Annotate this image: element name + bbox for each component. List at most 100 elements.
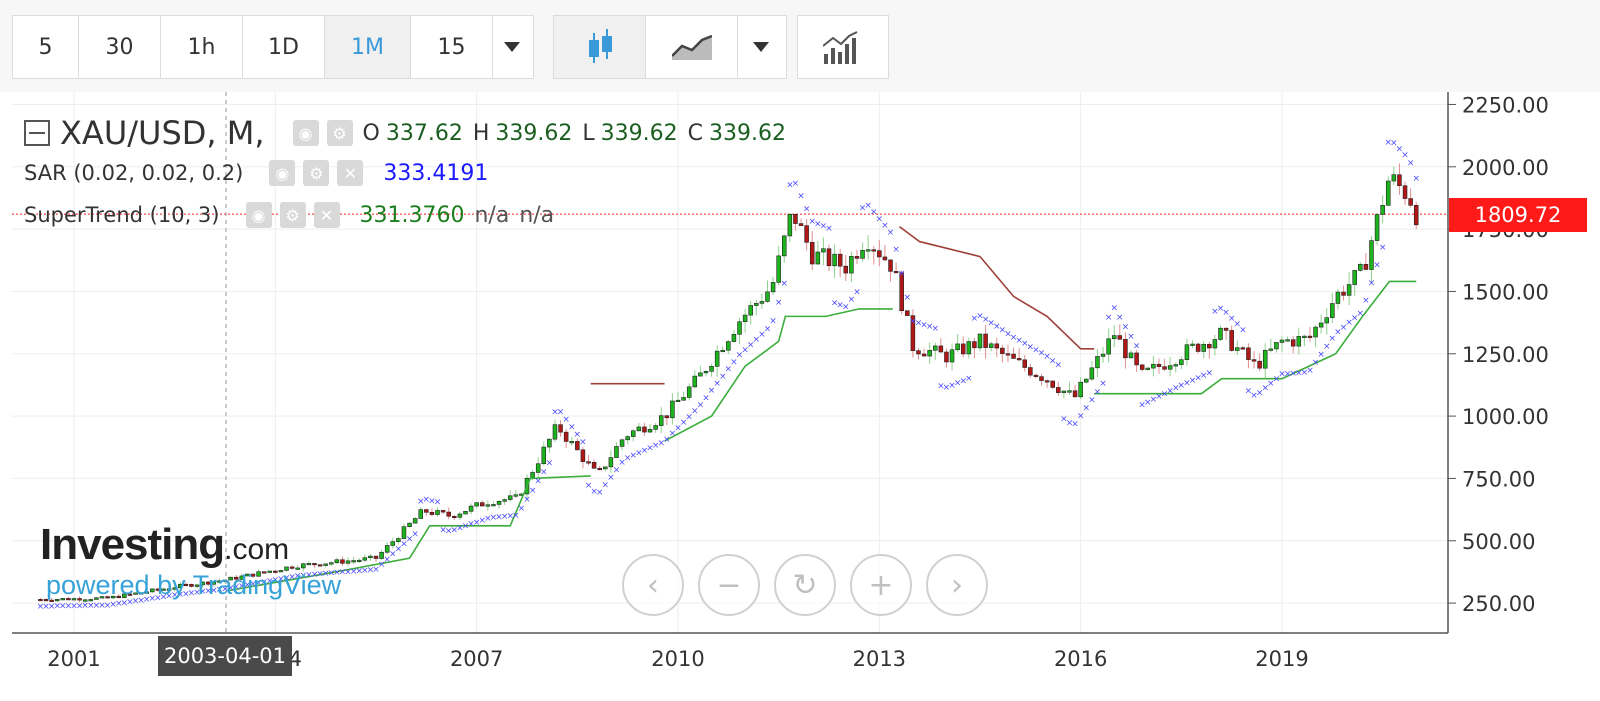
powered-by-link[interactable]: powered by TradingView bbox=[46, 570, 342, 600]
candle-body bbox=[1246, 347, 1251, 360]
candle-body bbox=[435, 510, 440, 515]
indicators-group bbox=[797, 15, 889, 79]
close-icon[interactable]: ✕ bbox=[337, 160, 364, 186]
eye-icon[interactable]: ◉ bbox=[245, 202, 272, 228]
candle-body bbox=[245, 573, 250, 577]
sar-dot: × bbox=[993, 322, 1001, 332]
candle-body bbox=[273, 570, 278, 573]
sar-dot: × bbox=[518, 504, 526, 514]
sar-dot: × bbox=[1099, 379, 1107, 389]
sar-dot: × bbox=[1340, 323, 1348, 333]
sar-dot: × bbox=[618, 458, 626, 468]
brand-name: Investing bbox=[40, 520, 225, 569]
chart-type-dropdown-button[interactable] bbox=[738, 16, 784, 78]
candle-body bbox=[888, 259, 893, 272]
supertrend-legend: SuperTrend (10, 3) ◉ ⚙ ✕ 331.3760 n/a n/… bbox=[24, 202, 554, 228]
sar-dot: × bbox=[294, 571, 302, 581]
candle-body bbox=[105, 596, 110, 599]
sar-dot: × bbox=[747, 340, 755, 350]
eye-icon[interactable]: ◉ bbox=[269, 160, 296, 186]
candle-body bbox=[1229, 330, 1234, 351]
candle-body bbox=[821, 248, 826, 253]
interval-1m-button[interactable]: 1M bbox=[325, 16, 411, 78]
sar-dot: × bbox=[227, 584, 235, 594]
line-style-button[interactable] bbox=[646, 16, 738, 78]
sar-dot: × bbox=[959, 376, 967, 386]
sar-dot: × bbox=[406, 534, 414, 544]
sar-dot: × bbox=[641, 446, 649, 456]
candle-body bbox=[513, 494, 519, 497]
sar-dot: × bbox=[1200, 371, 1208, 381]
sar-dot: × bbox=[1373, 261, 1381, 271]
investing-logo[interactable]: Investing.com bbox=[40, 520, 289, 570]
scroll-right-button[interactable]: › bbox=[926, 554, 988, 616]
interval-30-button[interactable]: 30 bbox=[79, 16, 161, 78]
sar-dot: × bbox=[126, 597, 134, 607]
candle-body bbox=[1061, 390, 1067, 393]
gear-icon[interactable]: ⚙ bbox=[303, 160, 330, 186]
candle-body bbox=[1084, 378, 1089, 383]
gear-icon[interactable]: ⚙ bbox=[326, 120, 353, 146]
candle-body bbox=[748, 305, 753, 316]
last-price-tag: 1809.72 bbox=[1449, 198, 1587, 232]
interval-1d-button[interactable]: 1D bbox=[243, 16, 325, 78]
candle-body bbox=[865, 249, 871, 252]
sar-dot: × bbox=[311, 570, 319, 580]
chart-area[interactable]: 250.00 500.00 750.00 1000.00 1250.00 1500.00 1… bbox=[12, 92, 1598, 701]
sar-dot: × bbox=[646, 444, 654, 454]
candle-body bbox=[815, 251, 821, 265]
indicators-button[interactable] bbox=[798, 16, 888, 78]
sar-dot: × bbox=[484, 514, 492, 524]
collapse-icon[interactable] bbox=[24, 120, 50, 146]
interval-group: 5 30 1h 1D 1M 15 bbox=[12, 15, 534, 79]
sar-dot: × bbox=[825, 224, 833, 234]
sar-dot: × bbox=[937, 382, 945, 392]
eye-icon[interactable]: ◉ bbox=[292, 120, 319, 146]
sar-dot: × bbox=[607, 473, 615, 483]
candle-body bbox=[1369, 240, 1374, 270]
interval-15-button[interactable]: 15 bbox=[411, 16, 493, 78]
candle-body bbox=[1335, 291, 1341, 304]
candle-body bbox=[166, 588, 172, 591]
candle-body bbox=[1067, 390, 1072, 393]
candle-body bbox=[882, 256, 888, 261]
sar-dot: × bbox=[59, 602, 67, 612]
zoom-out-button[interactable]: − bbox=[698, 554, 760, 616]
candle-body bbox=[1123, 339, 1128, 359]
crosshair-date-label: 2003-04-01 bbox=[158, 636, 292, 676]
price-chart[interactable]: 250.00 500.00 750.00 1000.00 1250.00 1500.00 1… bbox=[12, 92, 1598, 701]
candle-body bbox=[362, 557, 368, 561]
sar-dot: × bbox=[37, 602, 45, 612]
candle-body bbox=[1139, 364, 1145, 370]
candle-body bbox=[278, 570, 284, 573]
close-icon[interactable]: ✕ bbox=[313, 202, 340, 228]
interval-5-button[interactable]: 5 bbox=[13, 16, 79, 78]
candle-body bbox=[138, 592, 144, 595]
sar-dot: × bbox=[160, 592, 168, 602]
sar-dot: × bbox=[1032, 345, 1040, 355]
sar-dot: × bbox=[602, 480, 610, 490]
gear-icon[interactable]: ⚙ bbox=[279, 202, 306, 228]
minus-icon: − bbox=[716, 567, 742, 603]
scroll-left-button[interactable]: ‹ bbox=[622, 554, 684, 616]
candle-body bbox=[927, 349, 932, 357]
interval-1h-button[interactable]: 1h bbox=[161, 16, 243, 78]
sar-dot: × bbox=[1105, 313, 1113, 323]
reset-button[interactable]: ↻ bbox=[774, 554, 836, 616]
sar-dot: × bbox=[344, 567, 352, 577]
candle-body bbox=[1005, 353, 1011, 356]
candle-body bbox=[854, 256, 860, 259]
sar-dot: × bbox=[76, 601, 84, 611]
candle-body bbox=[1413, 204, 1419, 226]
sar-dot: × bbox=[629, 451, 637, 461]
sar-dot: × bbox=[881, 221, 889, 231]
sar-dot: × bbox=[1289, 369, 1297, 379]
zoom-in-button[interactable]: + bbox=[850, 554, 912, 616]
candle-body bbox=[692, 375, 698, 388]
candle-body bbox=[877, 250, 882, 258]
interval-dropdown-button[interactable] bbox=[493, 16, 531, 78]
candle-body bbox=[379, 551, 384, 559]
sar-dot: × bbox=[1379, 243, 1387, 253]
candle-body bbox=[329, 562, 334, 565]
candlestick-style-button[interactable] bbox=[554, 16, 646, 78]
